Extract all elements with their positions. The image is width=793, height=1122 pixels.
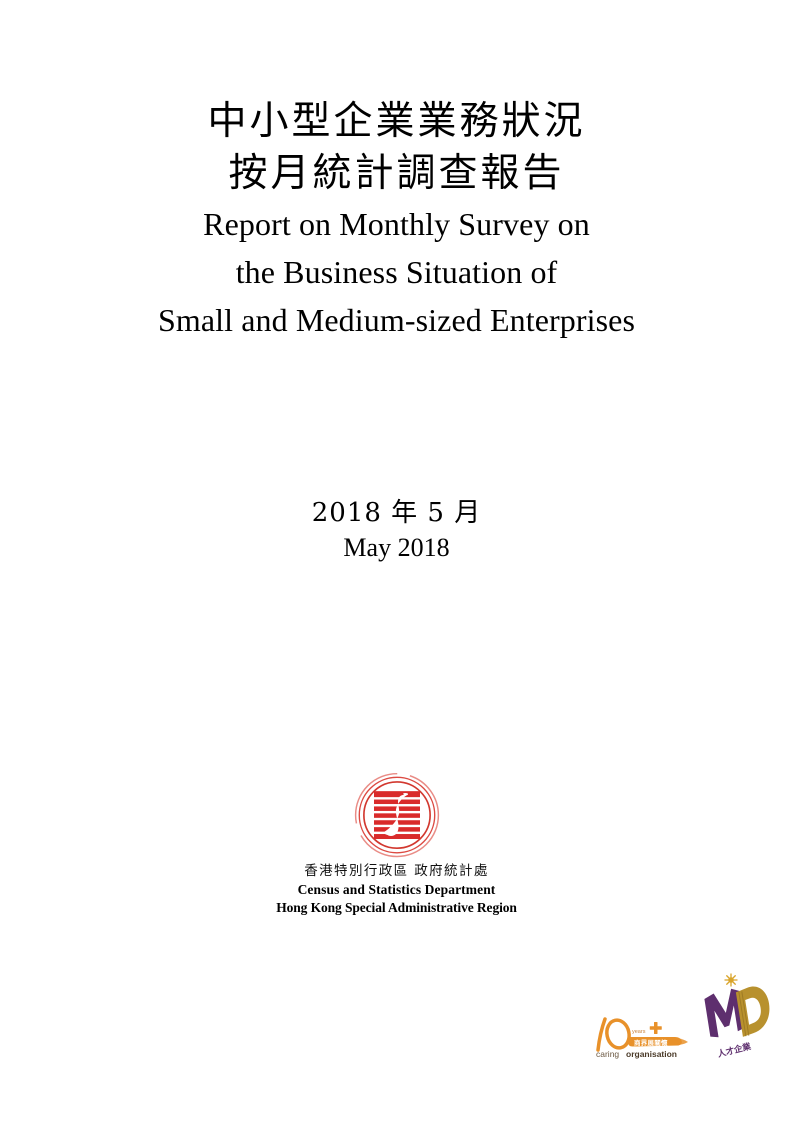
date-block: 2018 年 5 月 May 2018 [0,495,793,565]
date-english: May 2018 [343,533,450,562]
title-chinese-line-2: 按月統計調查報告 [228,151,565,196]
title-english-line-3: Small and Medium-sized Enterprises [157,302,636,338]
census-statistics-department-emblem-icon [354,772,439,858]
caring-years-text: years [632,1029,646,1035]
manpower-chinese-label: 人才企業 [716,1041,752,1060]
caring-badge-chinese: 商界展關懷 [634,1038,668,1047]
caring-wordmark-organisation: organisation [626,1049,677,1059]
title-chinese-line-1: 中小型企業業務狀況 [207,99,586,144]
star-icon [724,973,738,987]
department-english-line-1: Census and Statistics Department [297,882,496,897]
caring-organisation-logo-icon: years 商界展關懷 caring organisation [596,1017,688,1059]
title-english-line-2: the Business Situation of [235,254,558,290]
date-chinese: 2018 年 5 月 [311,498,482,528]
letter-m-shape [704,988,747,1038]
department-block: 香港特別行政區 政府統計處 Census and Statistics Depa… [0,862,793,917]
manpower-developer-logo-icon: 人才企業 [704,973,770,1060]
letter-d-shape [735,986,770,1037]
department-english-line-2: Hong Kong Special Administrative Region [276,900,517,915]
title-block: 中小型企業業務狀況 按月統計調查報告 Report on Monthly Sur… [0,96,793,344]
emblem-block [0,770,793,862]
caring-wordmark-caring: caring [596,1049,619,1059]
department-chinese: 香港特別行政區 政府統計處 [304,863,489,879]
logo-group: years 商界展關懷 caring organisation [592,968,772,1078]
title-english-line-1: Report on Monthly Survey on [203,206,590,242]
